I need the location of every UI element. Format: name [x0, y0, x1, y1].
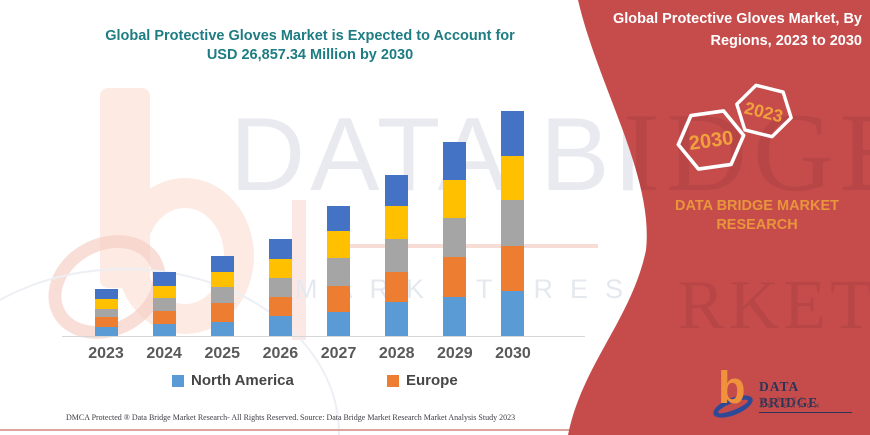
bar-segment-2026-north-america — [268, 316, 292, 336]
chart-legend: North America Europe — [0, 372, 586, 392]
bar-segment-2023--unlabeled-gold- — [94, 299, 118, 309]
bar-segment-2023-north-america — [94, 327, 118, 336]
banner-background: RIDGE RKET 2030 2023 — [568, 0, 870, 435]
bar-segment-2029--unlabeled-gray- — [443, 218, 467, 257]
bar-segment-2029-north-america — [443, 297, 467, 336]
watermark-pink-band — [292, 200, 306, 340]
bar-segment-2023--unlabeled-gray- — [94, 309, 118, 317]
hexagon-2023-outline — [735, 83, 793, 139]
stacked-bar-2024 — [152, 272, 176, 336]
x-axis-labels: 2023 2024 2025 2026 2027 2028 2029 2030 — [62, 345, 585, 365]
bar-segment-2029--unlabeled-gold- — [443, 180, 467, 218]
banner-title: Global Protective Gloves Market, By Regi… — [612, 11, 862, 49]
bar-segment-2028--unlabeled-gold- — [385, 206, 409, 239]
x-axis-label-2030: 2030 — [495, 345, 531, 362]
bar-segment-2029--unlabeled-blue- — [443, 142, 467, 180]
banner-brand-line2: RESEARCH — [716, 216, 798, 233]
x-axis-label-2026: 2026 — [262, 345, 299, 362]
bar-segment-2030--unlabeled-blue- — [501, 111, 525, 156]
x-axis-label-2025: 2025 — [204, 345, 241, 362]
bar-segment-2030-north-america — [501, 291, 525, 336]
bar-segment-2027-europe — [327, 286, 351, 312]
chart-title-line2: USD 26,857.34 Million by 2030 — [206, 47, 414, 64]
x-axis-label-2029: 2029 — [437, 345, 473, 362]
bar-segment-2028-europe — [385, 272, 409, 302]
bar-segment-2028--unlabeled-blue- — [385, 175, 409, 206]
legend-item-north-america: North America — [172, 372, 294, 389]
chart-title: Global Protective Gloves Market is Expec… — [100, 27, 520, 65]
bar-segment-2027--unlabeled-gray- — [327, 258, 351, 286]
legend-swatch-icon — [387, 374, 399, 387]
bar-segment-2025--unlabeled-gold- — [210, 272, 234, 287]
logo-wordmark: DATA BRIDGE — [759, 379, 852, 413]
bar-segment-2024--unlabeled-blue- — [152, 272, 176, 286]
bar-segment-2028--unlabeled-gray- — [385, 239, 409, 272]
stacked-bar-2023 — [94, 289, 118, 336]
footer-source-text: Source: Data Bridge Market Research Mark… — [300, 413, 516, 422]
bar-segment-2030-europe — [501, 246, 525, 291]
stacked-bar-2025 — [210, 256, 234, 336]
stacked-bar-2028 — [385, 175, 409, 336]
bar-segment-2024-north-america — [152, 324, 176, 336]
hexagon-2030-outline — [676, 109, 746, 171]
x-axis-label-2028: 2028 — [378, 345, 415, 362]
banner-watermark-text-2: RKET — [678, 267, 870, 344]
bar-segment-2024--unlabeled-gold- — [152, 286, 176, 298]
bar-segment-2026--unlabeled-blue- — [268, 239, 292, 259]
bar-segment-2025-north-america — [210, 322, 234, 336]
legend-item-europe: Europe — [387, 372, 458, 389]
logo-tagline: MARKET RESEARCH — [760, 398, 823, 410]
bar-segment-2029-europe — [443, 257, 467, 297]
bar-segment-2024-europe — [152, 311, 176, 324]
x-axis-label-2023: 2023 — [88, 345, 124, 362]
stacked-bar-2030 — [501, 111, 525, 336]
logo-b-icon: b — [718, 362, 746, 413]
legend-label: Europe — [406, 372, 458, 389]
bar-segment-2023-europe — [94, 317, 118, 327]
stacked-bar-2027 — [327, 206, 351, 336]
bar-segment-2026-europe — [268, 297, 292, 316]
stacked-bar-2026 — [268, 239, 292, 336]
bar-segment-2030--unlabeled-gold- — [501, 156, 525, 200]
bar-segment-2025--unlabeled-blue- — [210, 256, 234, 272]
bar-segment-2026--unlabeled-gray- — [268, 278, 292, 297]
bar-segment-2028-north-america — [385, 302, 409, 336]
footer-divider-line — [0, 429, 586, 431]
bar-segment-2027-north-america — [327, 312, 351, 336]
company-logo: b DATA BRIDGE MARKET RESEARCH — [710, 365, 852, 423]
bar-segment-2023--unlabeled-blue- — [94, 289, 118, 299]
banner-brand-text: DATA BRIDGE MARKET RESEARCH — [668, 197, 846, 235]
x-axis-label-2027: 2027 — [320, 345, 357, 362]
legend-label: North America — [191, 372, 294, 389]
bar-segment-2025-europe — [210, 303, 234, 322]
bar-segment-2025--unlabeled-gray- — [210, 287, 234, 303]
x-axis-label-2024: 2024 — [146, 345, 182, 362]
bar-segment-2024--unlabeled-gray- — [152, 298, 176, 311]
banner-brand-line1: DATA BRIDGE MARKET — [674, 198, 840, 214]
stacked-bar-2029 — [443, 142, 467, 336]
footer-dmca-text: DMCA Protected ® Data Bridge Market Rese… — [66, 413, 299, 422]
bar-segment-2027--unlabeled-gold- — [327, 231, 351, 258]
chart-title-line1: Global Protective Gloves Market is Expec… — [105, 28, 515, 44]
bar-segment-2027--unlabeled-blue- — [327, 206, 351, 231]
bar-chart-plot-area — [62, 90, 585, 337]
bar-segment-2030--unlabeled-gray- — [501, 200, 525, 246]
bar-segment-2026--unlabeled-gold- — [268, 259, 292, 278]
legend-swatch-icon — [172, 374, 184, 387]
